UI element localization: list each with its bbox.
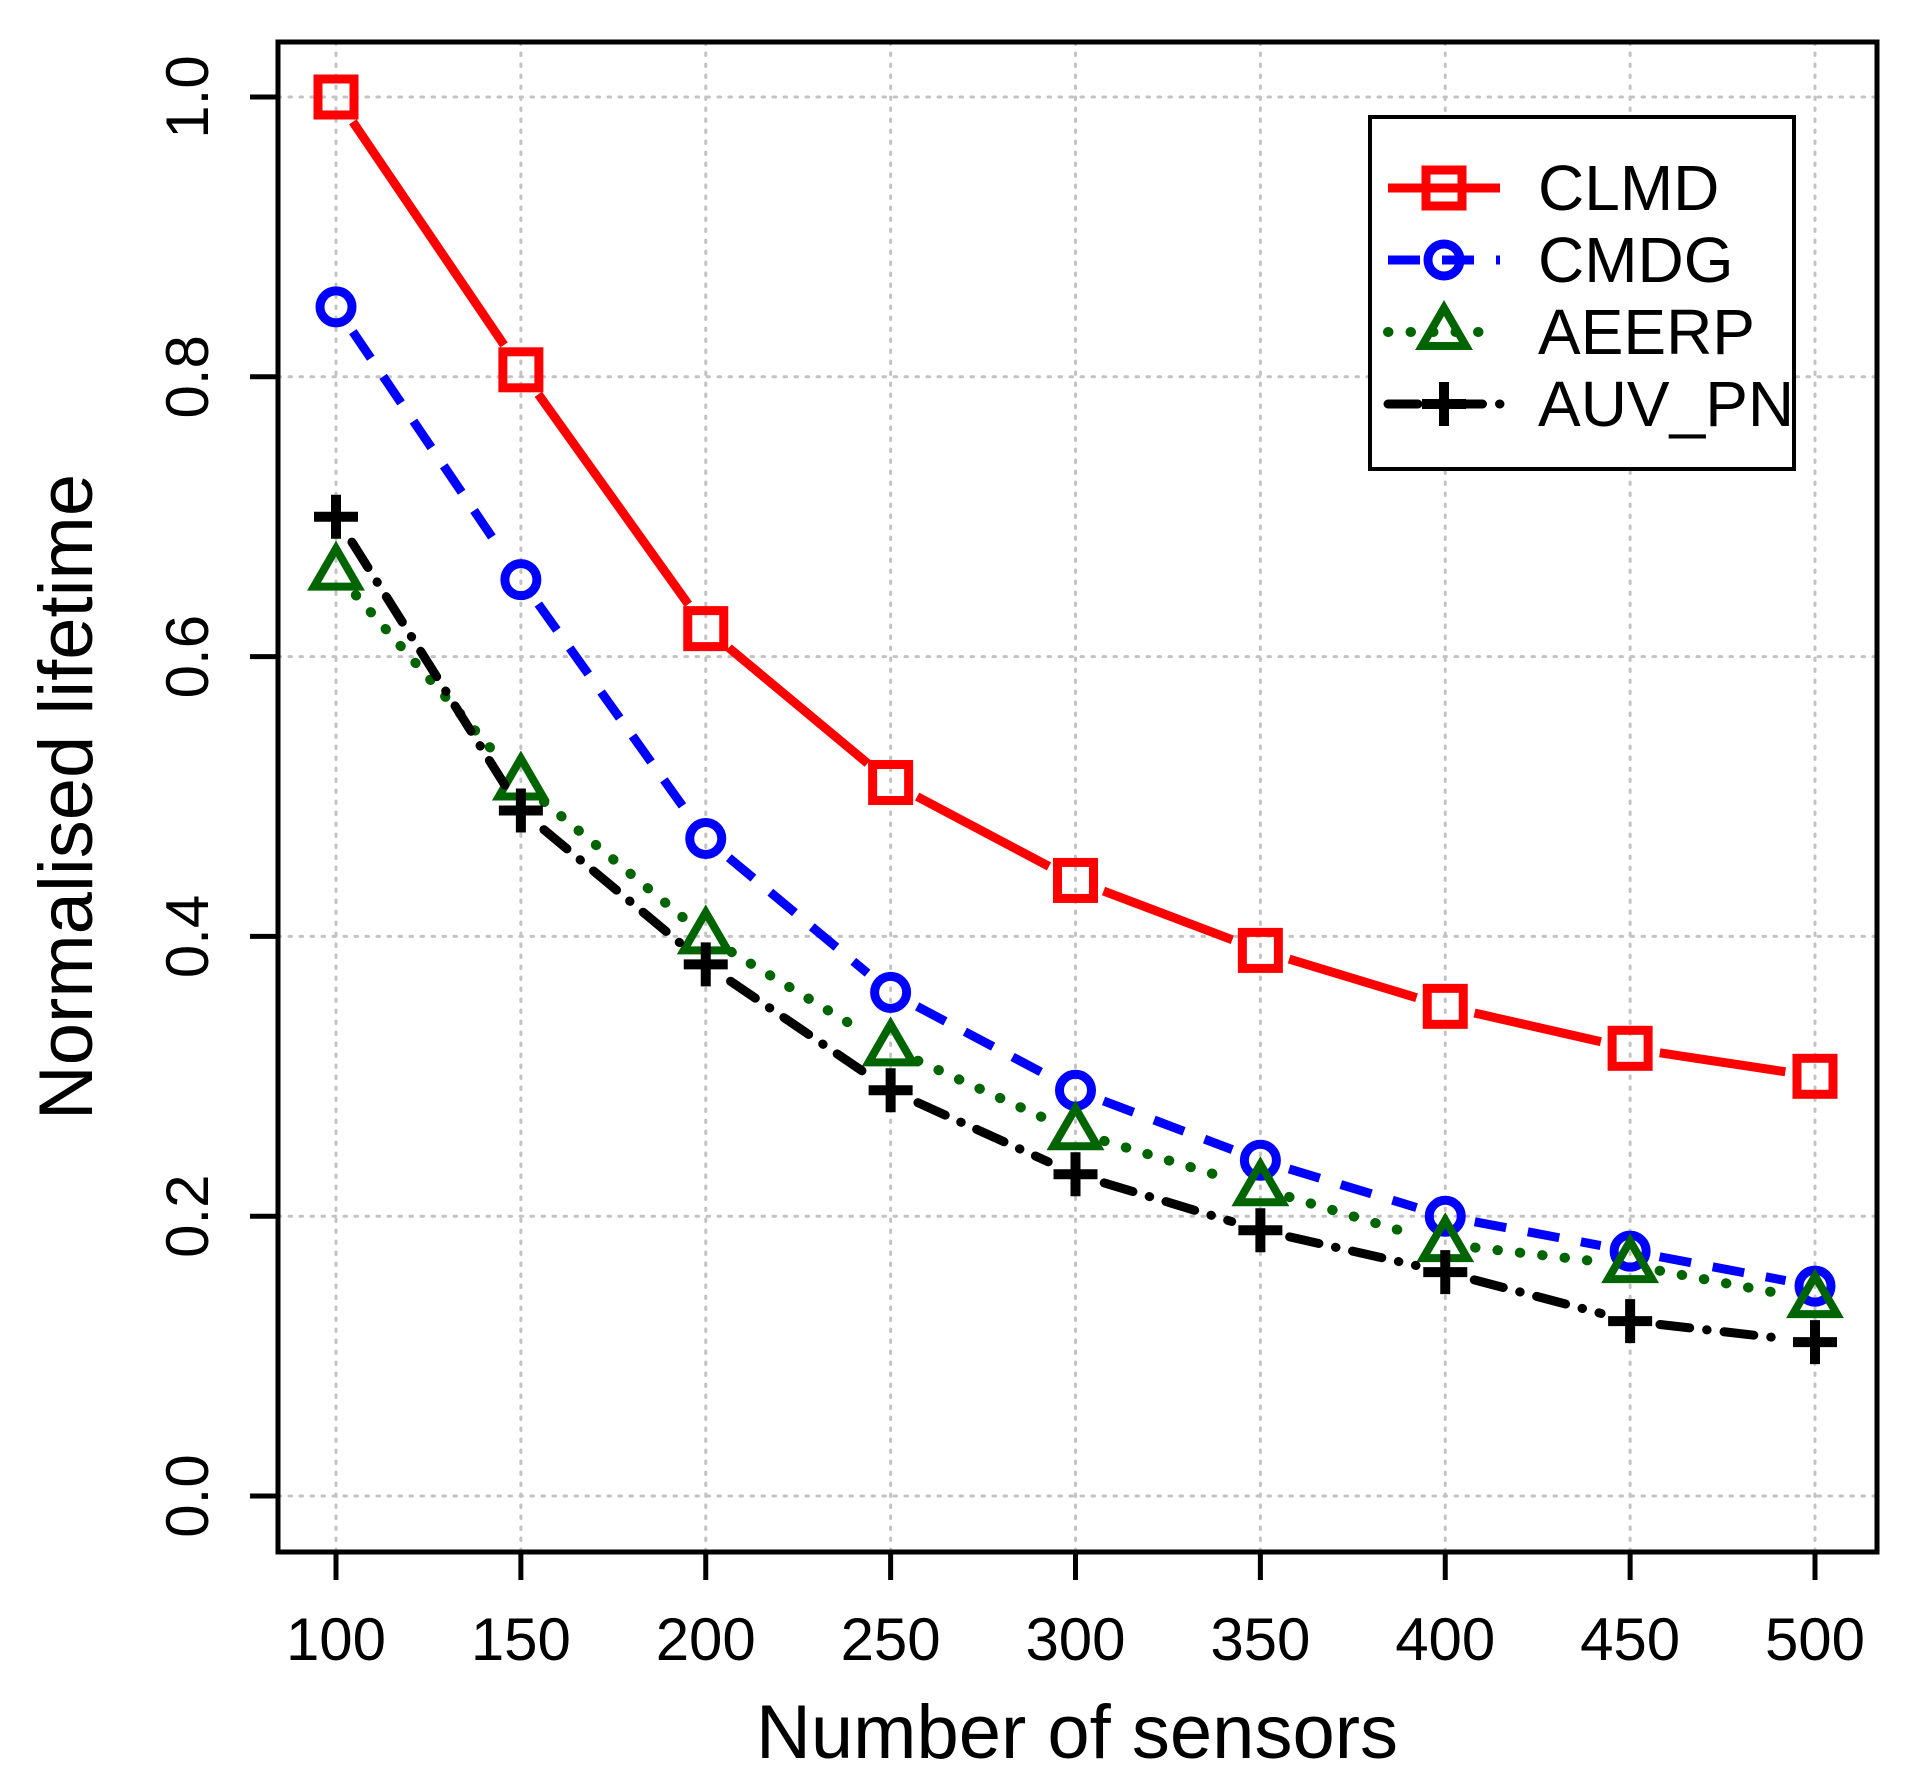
x-tick-label: 450 bbox=[1580, 1606, 1680, 1673]
series-segment bbox=[539, 825, 688, 950]
legend-entry-CMDG: CMDG bbox=[1388, 224, 1734, 296]
series-segment bbox=[915, 792, 1052, 871]
marker-circle bbox=[1239, 1139, 1281, 1181]
x-tick-label: 200 bbox=[656, 1606, 756, 1673]
legend-label: AUV_PN bbox=[1538, 368, 1794, 440]
series-segment bbox=[1655, 1320, 1790, 1344]
marker-square bbox=[1607, 1025, 1653, 1071]
y-tick-label: 0.2 bbox=[154, 1174, 221, 1257]
series-layer bbox=[307, 74, 1844, 1365]
x-axis-title: Number of sensors bbox=[756, 1690, 1398, 1775]
marker-square bbox=[1237, 927, 1283, 973]
series-segment bbox=[1101, 1096, 1234, 1154]
series-segment bbox=[1284, 1191, 1422, 1241]
series-segment bbox=[534, 391, 692, 607]
y-tick-label: 0.8 bbox=[154, 335, 221, 418]
plot-border bbox=[275, 39, 1880, 1555]
marker-circle bbox=[1423, 239, 1465, 281]
y-tick-label: 1.0 bbox=[154, 55, 221, 138]
series-segment bbox=[725, 854, 871, 977]
legend-entry-AUV_PN: AUV_PN bbox=[1383, 368, 1794, 440]
series-segment bbox=[349, 329, 508, 558]
series-segment bbox=[1470, 1242, 1606, 1267]
y-axis-title: Normalised lifetime bbox=[24, 474, 109, 1120]
series-segment bbox=[1473, 1008, 1602, 1047]
series-segment bbox=[1287, 1164, 1418, 1212]
x-tick-label: 300 bbox=[1025, 1606, 1125, 1673]
series-segment bbox=[534, 601, 692, 817]
series-segment bbox=[913, 1098, 1053, 1167]
series-segment bbox=[915, 1002, 1052, 1081]
marker-triangle bbox=[1786, 1268, 1844, 1319]
x-tick-label: 150 bbox=[471, 1606, 571, 1673]
marker-triangle bbox=[1415, 300, 1473, 350]
x-tick-label: 250 bbox=[841, 1606, 941, 1673]
series-segment bbox=[1473, 1217, 1602, 1251]
marker-circle bbox=[1424, 1195, 1466, 1237]
legend-label: AEERP bbox=[1538, 296, 1755, 368]
marker-square bbox=[313, 74, 359, 120]
x-tick-label: 400 bbox=[1395, 1606, 1495, 1673]
series-segment bbox=[350, 590, 507, 765]
series-CMDG bbox=[315, 286, 1836, 1307]
series-segment bbox=[538, 796, 688, 923]
x-tick-label: 100 bbox=[286, 1606, 386, 1673]
series-segment bbox=[725, 644, 871, 767]
x-tick-label: 500 bbox=[1765, 1606, 1865, 1673]
series-segment bbox=[912, 1055, 1054, 1125]
series-segment bbox=[1658, 1252, 1787, 1285]
series-AEERP bbox=[307, 540, 1844, 1319]
marker-circle bbox=[870, 971, 912, 1013]
series-segment bbox=[347, 537, 510, 790]
marker-triangle bbox=[1601, 1233, 1660, 1284]
marker-circle bbox=[685, 817, 727, 859]
x-tick-label: 350 bbox=[1210, 1606, 1310, 1673]
marker-circle bbox=[500, 559, 542, 601]
y-axis: 0.0 0.2 0.4 0.6 0.8 1.0 bbox=[154, 55, 276, 1538]
series-segment bbox=[1101, 886, 1234, 944]
y-tick-label: 0.0 bbox=[154, 1454, 221, 1537]
series-segment bbox=[1659, 1048, 1787, 1077]
series-segment bbox=[1654, 1265, 1791, 1300]
series-segment bbox=[726, 976, 871, 1078]
marker-square bbox=[1792, 1053, 1838, 1099]
marker-circle bbox=[315, 286, 357, 328]
marker-square bbox=[1053, 857, 1098, 903]
y-tick-label: 0.6 bbox=[154, 615, 221, 698]
legend-label: CMDG bbox=[1538, 224, 1734, 296]
series-segment bbox=[1285, 1232, 1421, 1271]
series-CLMD bbox=[313, 74, 1838, 1099]
marker-triangle bbox=[861, 1016, 920, 1067]
marker-triangle bbox=[1046, 1100, 1105, 1151]
marker-square bbox=[683, 606, 729, 652]
marker-square bbox=[1421, 165, 1467, 211]
series-segment bbox=[1099, 1178, 1237, 1226]
marker-square bbox=[868, 760, 914, 806]
series-AUV_PN bbox=[314, 494, 1837, 1365]
series-segment bbox=[726, 946, 870, 1038]
series-segment bbox=[349, 119, 508, 348]
series-segment bbox=[1287, 954, 1418, 1002]
marker-triangle bbox=[307, 540, 365, 591]
y-tick-label: 0.4 bbox=[154, 895, 221, 978]
series-segment bbox=[1099, 1135, 1237, 1185]
series-segment bbox=[1469, 1275, 1606, 1318]
marker-triangle bbox=[1231, 1156, 1290, 1207]
marker-square bbox=[1422, 983, 1468, 1029]
legend-label: CLMD bbox=[1538, 152, 1719, 224]
x-axis: 100 150 200 250 300 350 400 450 500 bbox=[286, 1554, 1865, 1673]
legend-entry-CLMD: CLMD bbox=[1388, 152, 1719, 224]
legend-entry-AEERP: AEERP bbox=[1383, 296, 1755, 368]
marker-square bbox=[498, 347, 544, 393]
